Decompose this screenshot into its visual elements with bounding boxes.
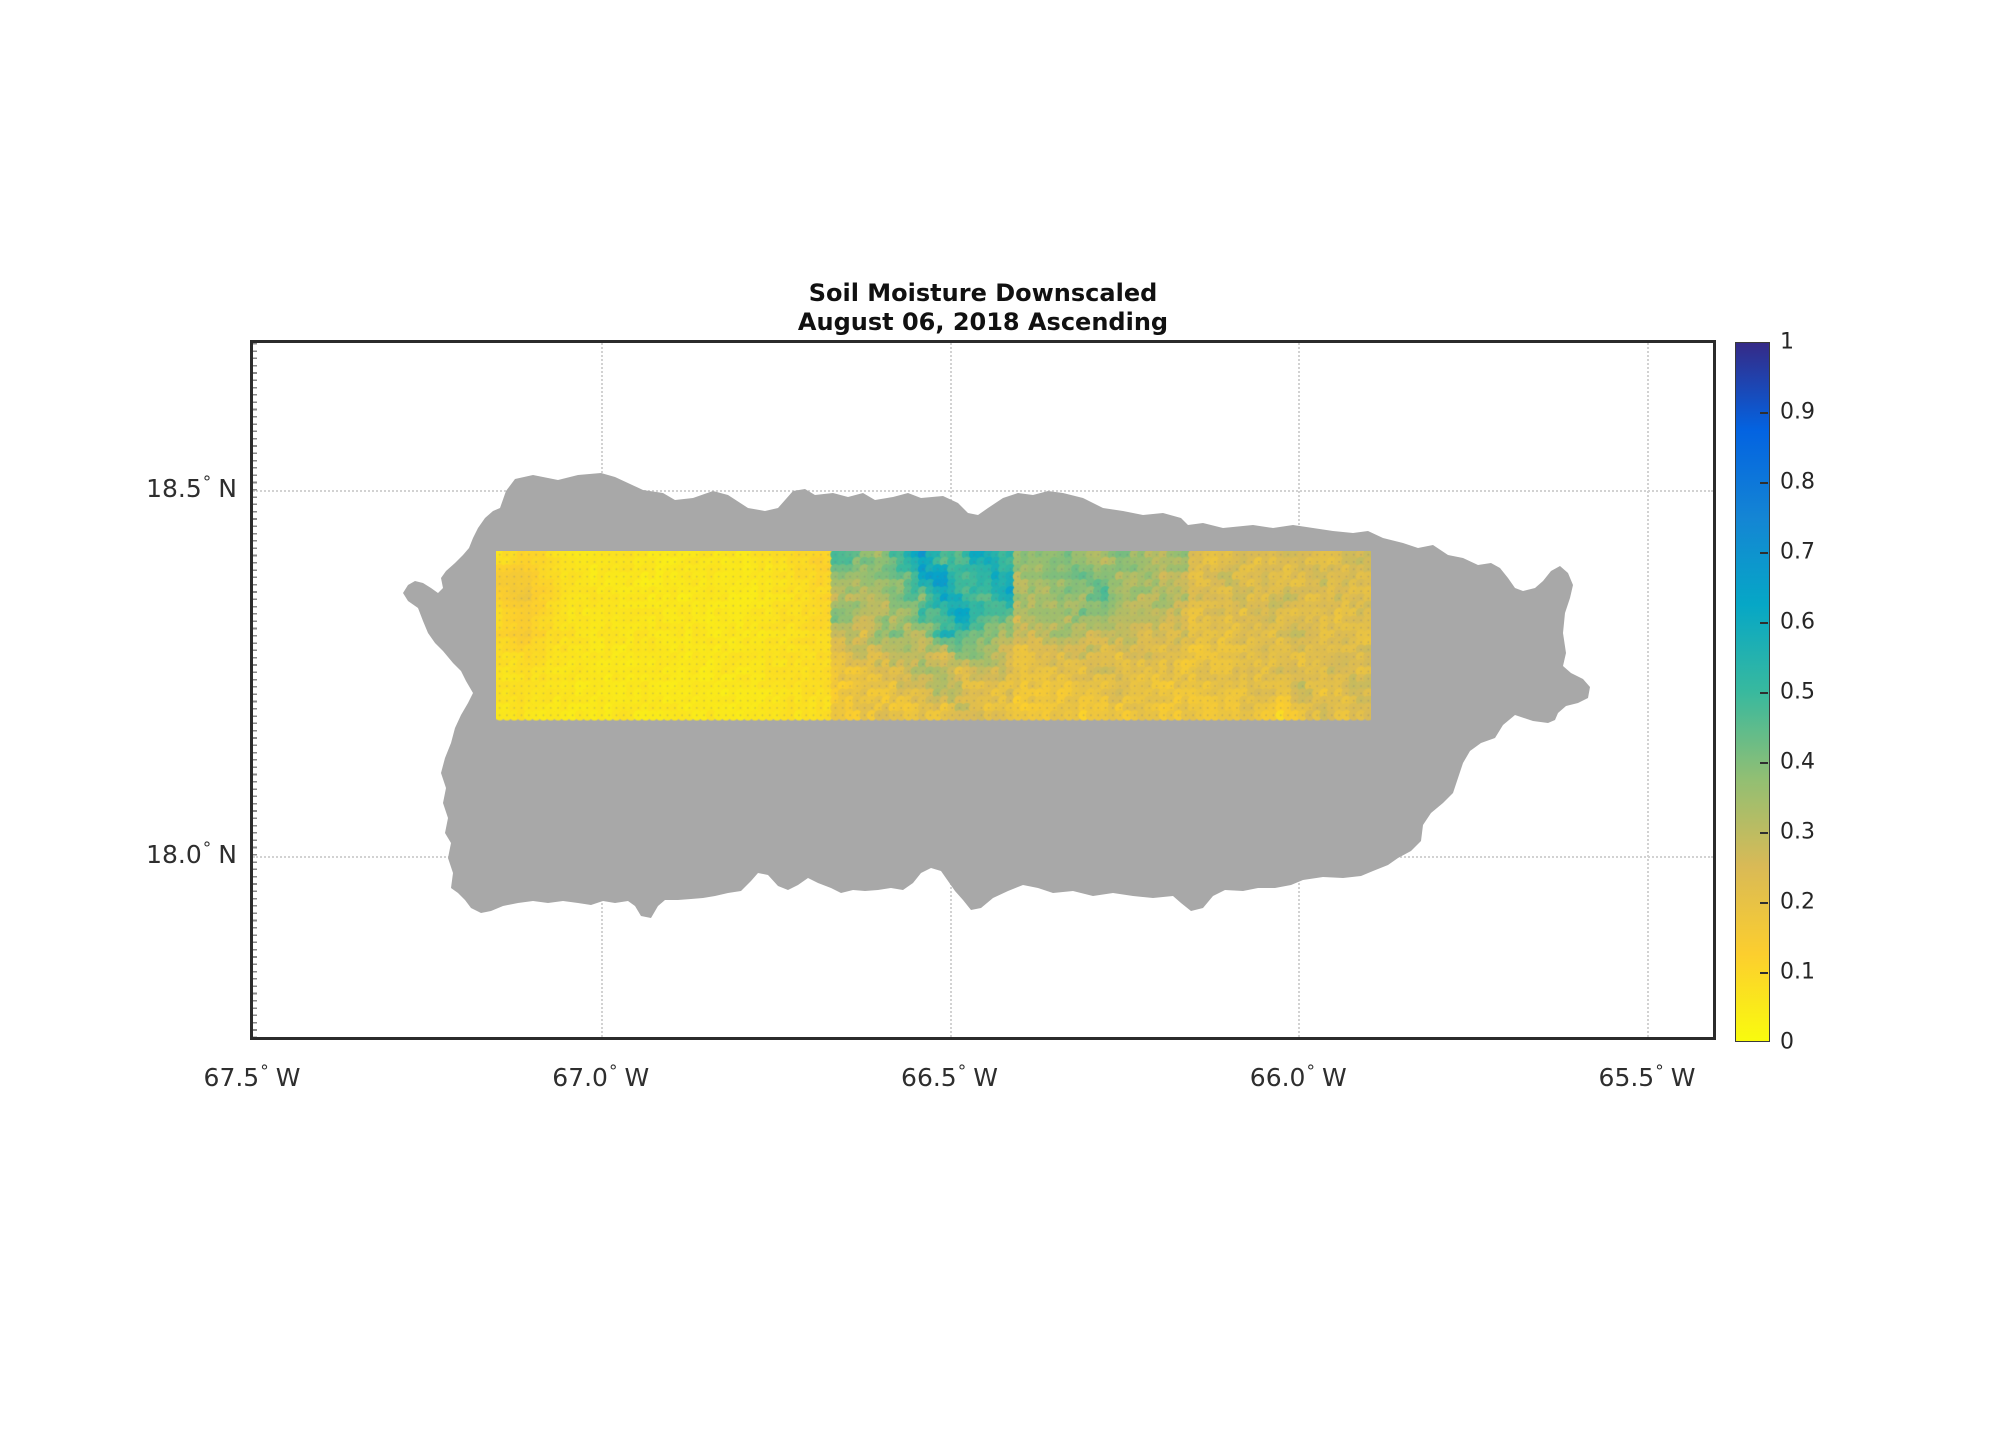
colorbar-tick-label: 0.8 xyxy=(1780,469,1815,495)
colorbar-tick xyxy=(1760,412,1768,414)
hemisphere-w: W xyxy=(1321,1063,1347,1092)
colorbar-tick xyxy=(1760,832,1768,834)
y-tick-label: 18.5° N xyxy=(146,472,237,504)
colorbar-tick-label: 0.2 xyxy=(1780,889,1815,915)
colorbar-tick xyxy=(1760,762,1768,764)
y-tick-value: 18.0 xyxy=(146,840,202,870)
colorbar-tick xyxy=(1760,692,1768,694)
colorbar-tick xyxy=(1760,902,1768,904)
x-tick-label: 65.5° W xyxy=(1598,1061,1696,1092)
x-tick-label: 67.5° W xyxy=(203,1061,301,1092)
x-tick-value: 66.5 xyxy=(901,1063,957,1092)
colorbar-tick-label: 1 xyxy=(1780,329,1794,355)
colorbar-tick-label: 0.3 xyxy=(1780,819,1815,845)
chart-title: Soil Moisture Downscaled August 06, 2018… xyxy=(250,279,1716,337)
colorbar-tick-label: 0.9 xyxy=(1780,399,1815,425)
hemisphere-w: W xyxy=(624,1063,650,1092)
colorbar-tick-label: 0.6 xyxy=(1780,609,1815,635)
soil-moisture-swath-raster xyxy=(496,551,1371,721)
colorbar-tick-label: 0.7 xyxy=(1780,539,1815,565)
colorbar-tick xyxy=(1760,622,1768,624)
hemisphere-n: N xyxy=(218,840,237,870)
colorbar-tick-label: 0.1 xyxy=(1780,959,1815,985)
chart-title-line1: Soil Moisture Downscaled xyxy=(808,279,1158,307)
colorbar-tick-label: 0.4 xyxy=(1780,749,1815,775)
hemisphere-w: W xyxy=(973,1063,998,1092)
map-plot-area xyxy=(250,340,1716,1040)
hemisphere-w: W xyxy=(275,1063,301,1092)
colorbar-tick xyxy=(1760,972,1768,974)
colorbar-tick-label: 0 xyxy=(1780,1029,1794,1055)
x-tick-label: 66.0° W xyxy=(1249,1061,1347,1092)
x-tick-value: 67.5 xyxy=(203,1063,260,1092)
x-tick-label: 66.5° W xyxy=(901,1061,998,1092)
y-tick-label: 18.0° N xyxy=(146,838,237,870)
x-tick-value: 66.0 xyxy=(1249,1063,1306,1092)
gridline-vertical xyxy=(1647,343,1649,1037)
left-axis-minor-ticks xyxy=(253,343,257,1037)
x-tick-value: 67.0 xyxy=(552,1063,608,1092)
hemisphere-w: W xyxy=(1670,1063,1696,1092)
hemisphere-n: N xyxy=(218,474,237,504)
colorbar xyxy=(1735,342,1770,1042)
x-tick-label: 67.0° W xyxy=(552,1061,650,1092)
colorbar-tick xyxy=(1760,482,1768,484)
gridline-horizontal xyxy=(253,490,1713,492)
chart-title-line2: August 06, 2018 Ascending xyxy=(797,308,1169,336)
colorbar-tick-label: 0.5 xyxy=(1780,679,1815,705)
y-tick-value: 18.5 xyxy=(146,474,202,504)
colorbar-tick xyxy=(1760,552,1768,554)
x-tick-value: 65.5 xyxy=(1598,1063,1655,1092)
